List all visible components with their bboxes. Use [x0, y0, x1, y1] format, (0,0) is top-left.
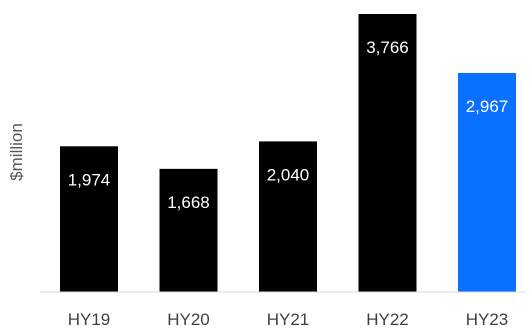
- bar-hy23: [458, 72, 516, 292]
- bar-hy21: [259, 141, 317, 292]
- data-label-hy20: 1,668: [167, 193, 210, 212]
- x-tick-label-hy19: HY19: [68, 310, 111, 329]
- data-label-hy23: 2,967: [466, 97, 509, 116]
- bar-hy20: [159, 168, 218, 292]
- x-tick-label-hy21: HY21: [267, 310, 310, 329]
- bar-hy19: [60, 146, 118, 292]
- x-tick-label-hy23: HY23: [466, 310, 509, 329]
- data-label-hy21: 2,040: [267, 165, 310, 184]
- bar-hy22: [358, 14, 417, 292]
- x-tick-label-hy20: HY20: [167, 310, 210, 329]
- data-label-hy19: 1,974: [68, 170, 111, 189]
- bars-group: [60, 14, 516, 292]
- data-label-hy22: 3,766: [366, 38, 409, 57]
- x-tick-labels-group: HY19 HY20 HY21 HY22 HY23: [68, 310, 509, 329]
- data-labels-group: 1,974 1,668 2,040 3,766 2,967: [68, 38, 509, 212]
- y-axis-label: $million: [7, 123, 26, 181]
- x-tick-label-hy22: HY22: [366, 310, 409, 329]
